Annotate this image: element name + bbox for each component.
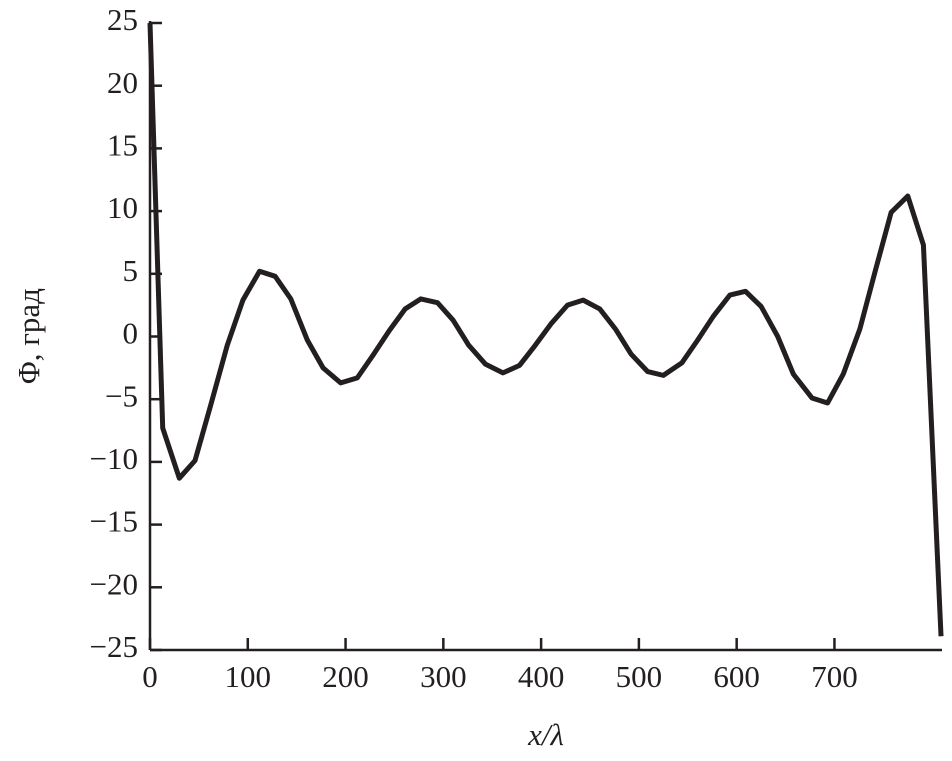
y-tick-label: −10 xyxy=(90,441,138,476)
y-tick-label: −20 xyxy=(90,566,138,601)
x-tick-label: 700 xyxy=(811,659,858,694)
y-tick-label: 20 xyxy=(107,65,138,100)
y-tick-label: 5 xyxy=(123,253,139,288)
x-tick-label: 400 xyxy=(518,659,565,694)
y-tick-label: −25 xyxy=(90,629,138,664)
data-line xyxy=(147,22,944,637)
y-tick-label: 10 xyxy=(107,190,138,225)
y-tick-label: −5 xyxy=(105,378,138,413)
y-tick-label: 25 xyxy=(107,2,138,37)
x-tick-label: 300 xyxy=(420,659,467,694)
x-tick-label: 200 xyxy=(322,659,369,694)
y-axis-label: Φ, град xyxy=(11,288,46,384)
x-tick-label: 0 xyxy=(142,659,158,694)
y-tick-label: 0 xyxy=(123,316,139,351)
x-axis-label: x/λ xyxy=(527,717,564,752)
y-tick-label: 15 xyxy=(107,128,138,163)
x-tick-label: 500 xyxy=(616,659,663,694)
y-tick-label: −15 xyxy=(90,504,138,539)
x-tick-label: 600 xyxy=(713,659,760,694)
x-tick-label: 100 xyxy=(225,659,272,694)
